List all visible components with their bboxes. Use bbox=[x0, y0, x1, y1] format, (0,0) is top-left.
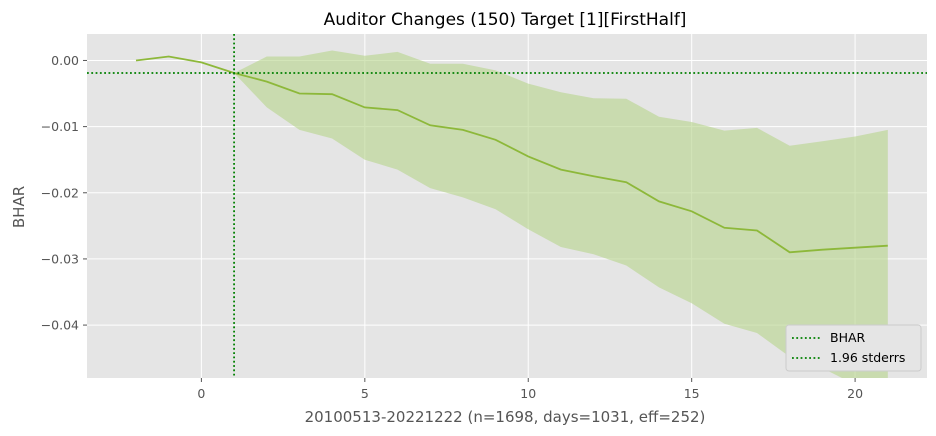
y-tick-label: −0.03 bbox=[41, 251, 79, 266]
legend-label-bhar: BHAR bbox=[830, 330, 866, 345]
x-tick-label: 0 bbox=[197, 386, 205, 401]
stderr-band bbox=[234, 50, 888, 378]
legend: BHAR 1.96 stderrs bbox=[785, 324, 922, 372]
chart-title: Auditor Changes (150) Target [1][FirstHa… bbox=[324, 10, 687, 30]
y-axis-ticks: 0.00 −0.01 −0.02 −0.03 −0.04 bbox=[41, 53, 87, 333]
legend-label-stderrs: 1.96 stderrs bbox=[830, 350, 905, 365]
x-tick-label: 15 bbox=[684, 386, 700, 401]
y-axis-label: BHAR bbox=[10, 186, 28, 228]
reference-lines bbox=[87, 34, 927, 378]
y-tick-label: −0.01 bbox=[41, 119, 79, 134]
y-tick-label: 0.00 bbox=[51, 53, 79, 68]
x-tick-label: 10 bbox=[520, 386, 536, 401]
x-axis-ticks: 0 5 10 15 20 bbox=[197, 378, 863, 401]
x-tick-label: 20 bbox=[847, 386, 863, 401]
legend-box bbox=[785, 324, 922, 372]
y-tick-label: −0.04 bbox=[41, 318, 79, 333]
bhar-series-line bbox=[135, 55, 888, 254]
x-axis-label: 20100513-20221222 (n=1698, days=1031, ef… bbox=[305, 408, 706, 426]
x-tick-label: 5 bbox=[361, 386, 369, 401]
y-tick-label: −0.02 bbox=[41, 185, 79, 200]
